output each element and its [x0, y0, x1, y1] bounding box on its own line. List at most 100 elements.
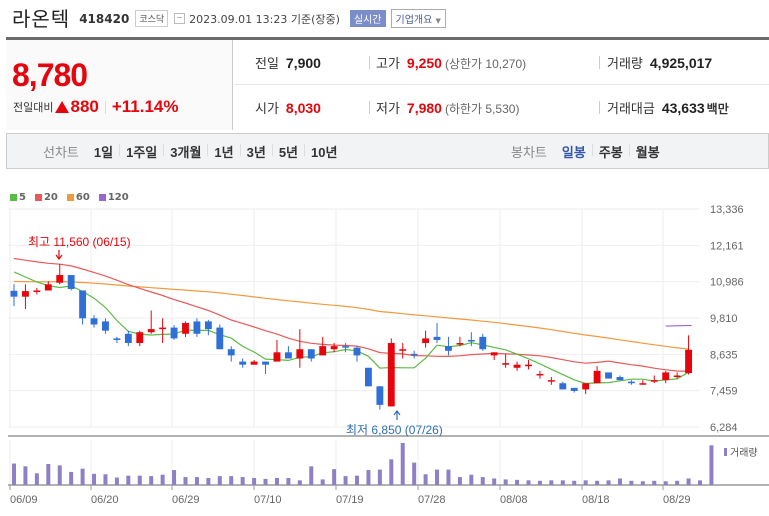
volume-bar	[172, 470, 177, 485]
candle	[685, 349, 692, 374]
candle	[124, 333, 132, 344]
tab-1year[interactable]: 1년	[207, 142, 239, 161]
y-axis-label: 9,810	[710, 313, 738, 325]
x-axis-label: 08/08	[500, 494, 528, 506]
volume-bar	[652, 480, 657, 485]
candle	[456, 343, 464, 345]
tab-5year[interactable]: 5년	[271, 142, 304, 161]
trade-value: 거래대금 43,633 백만	[607, 98, 729, 117]
open-price: 시가 8,030	[255, 98, 321, 117]
volume-bar	[229, 476, 234, 485]
tab-3month[interactable]: 3개월	[163, 142, 207, 161]
candle	[170, 327, 178, 339]
volume-bar	[423, 474, 428, 485]
y-axis-label: 8,635	[710, 349, 738, 361]
candle	[559, 383, 567, 390]
volume-bar	[480, 477, 485, 485]
volume-bar	[183, 477, 188, 485]
volume-bar	[149, 476, 154, 485]
change-amount: 880	[70, 97, 99, 116]
stats-row-1: 전일 7,900 고가 9,250 (상한가 10,270) 거래량 4,925…	[234, 40, 769, 85]
candle	[296, 349, 304, 359]
tab-1week[interactable]: 1주일	[119, 142, 163, 161]
volume-bar	[80, 468, 85, 485]
volume-bar	[263, 478, 268, 485]
high-annotation: 최고 11,560 (06/15)	[28, 235, 131, 249]
candle	[250, 361, 258, 365]
candle	[479, 336, 487, 350]
volume-bar	[332, 469, 337, 485]
company-info-label: 기업개요	[395, 15, 433, 26]
candle	[490, 352, 498, 356]
candle	[262, 361, 269, 365]
current-price-box: 8,780 전일대비 880 +11.14%	[6, 40, 233, 130]
candle	[56, 275, 64, 283]
quote-summary: 8,780 전일대비 880 +11.14% 전일 7,900 고가 9,250…	[6, 37, 769, 130]
up-triangle-icon	[55, 101, 70, 113]
volume-bar	[698, 480, 702, 485]
volume-bar	[194, 477, 199, 485]
tab-weekly[interactable]: 주봉	[591, 142, 629, 161]
x-axis-label: 07/10	[254, 494, 282, 506]
volume-bar	[617, 478, 622, 485]
x-axis-label: 07/28	[418, 494, 446, 506]
volume-bar	[274, 478, 279, 485]
volume-bar	[537, 480, 542, 485]
candle	[353, 347, 361, 356]
upper-limit: (상한가 10,270)	[444, 56, 527, 71]
chart-legend: 5 20 60 120	[10, 192, 129, 203]
change-label: 전일대비	[13, 102, 54, 114]
volume-bar	[343, 476, 348, 485]
candle	[410, 353, 418, 356]
candle	[342, 346, 349, 348]
candle	[319, 346, 327, 356]
volume-bar	[103, 474, 108, 485]
trade-value-amount: 43,633	[661, 100, 705, 116]
volume-bar	[160, 474, 165, 485]
stock-header: 라온텍 418420 코스닥 2023.09.01 13:23 기준(장중) 실…	[0, 0, 769, 34]
tab-daily[interactable]: 일봉	[561, 144, 586, 160]
high-price: 고가 9,250 (상한가 10,270)	[376, 53, 526, 72]
volume-label: 거래량	[730, 447, 758, 459]
tab-10year[interactable]: 10년	[304, 142, 343, 161]
candle	[307, 349, 315, 359]
candle	[513, 364, 521, 368]
candle	[182, 322, 189, 334]
legend-ma20: 20	[34, 192, 58, 203]
candle	[365, 367, 372, 387]
volume-bar	[57, 465, 62, 485]
candle	[376, 386, 384, 405]
candle	[22, 291, 29, 297]
tab-1day[interactable]: 1일	[93, 144, 114, 160]
volume-bar	[560, 480, 565, 485]
candle	[422, 338, 430, 344]
stats-row-2: 시가 8,030 저가 7,980 (하한가 5,530) 거래대금 43,63…	[234, 85, 769, 130]
legend-ma5: 5	[10, 192, 26, 203]
volume: 거래량 4,925,017	[607, 53, 712, 72]
stock-name: 라온텍	[12, 6, 71, 31]
volume-bar	[595, 480, 600, 485]
candle	[10, 290, 18, 297]
volume-bar	[400, 443, 405, 485]
candle	[44, 284, 52, 291]
high-label: 고가	[376, 55, 400, 71]
chart-period-tabs: 선차트 1일 1주일 3개월 1년 3년 5년 10년 봉차트 일봉 주봉 월봉	[6, 133, 769, 169]
prev-close: 전일 7,900	[255, 53, 321, 72]
divider	[104, 100, 106, 114]
open-value: 8,030	[285, 100, 321, 116]
tab-monthly[interactable]: 월봉	[628, 142, 666, 161]
lower-limit: (하한가 5,530)	[444, 102, 520, 116]
candle	[216, 327, 224, 350]
price-change: 전일대비 880 +11.14%	[13, 97, 179, 117]
volume-bar	[663, 481, 668, 485]
tab-3year[interactable]: 3년	[239, 142, 272, 161]
high-value: 9,250	[406, 54, 442, 71]
calendar-icon	[174, 13, 186, 24]
realtime-button[interactable]: 실시간	[349, 10, 386, 27]
company-info-dropdown[interactable]: 기업개요 ▼	[390, 9, 446, 28]
candle	[387, 343, 395, 407]
volume-bar	[675, 480, 680, 485]
candle	[67, 275, 75, 289]
volume-bar	[629, 480, 634, 485]
